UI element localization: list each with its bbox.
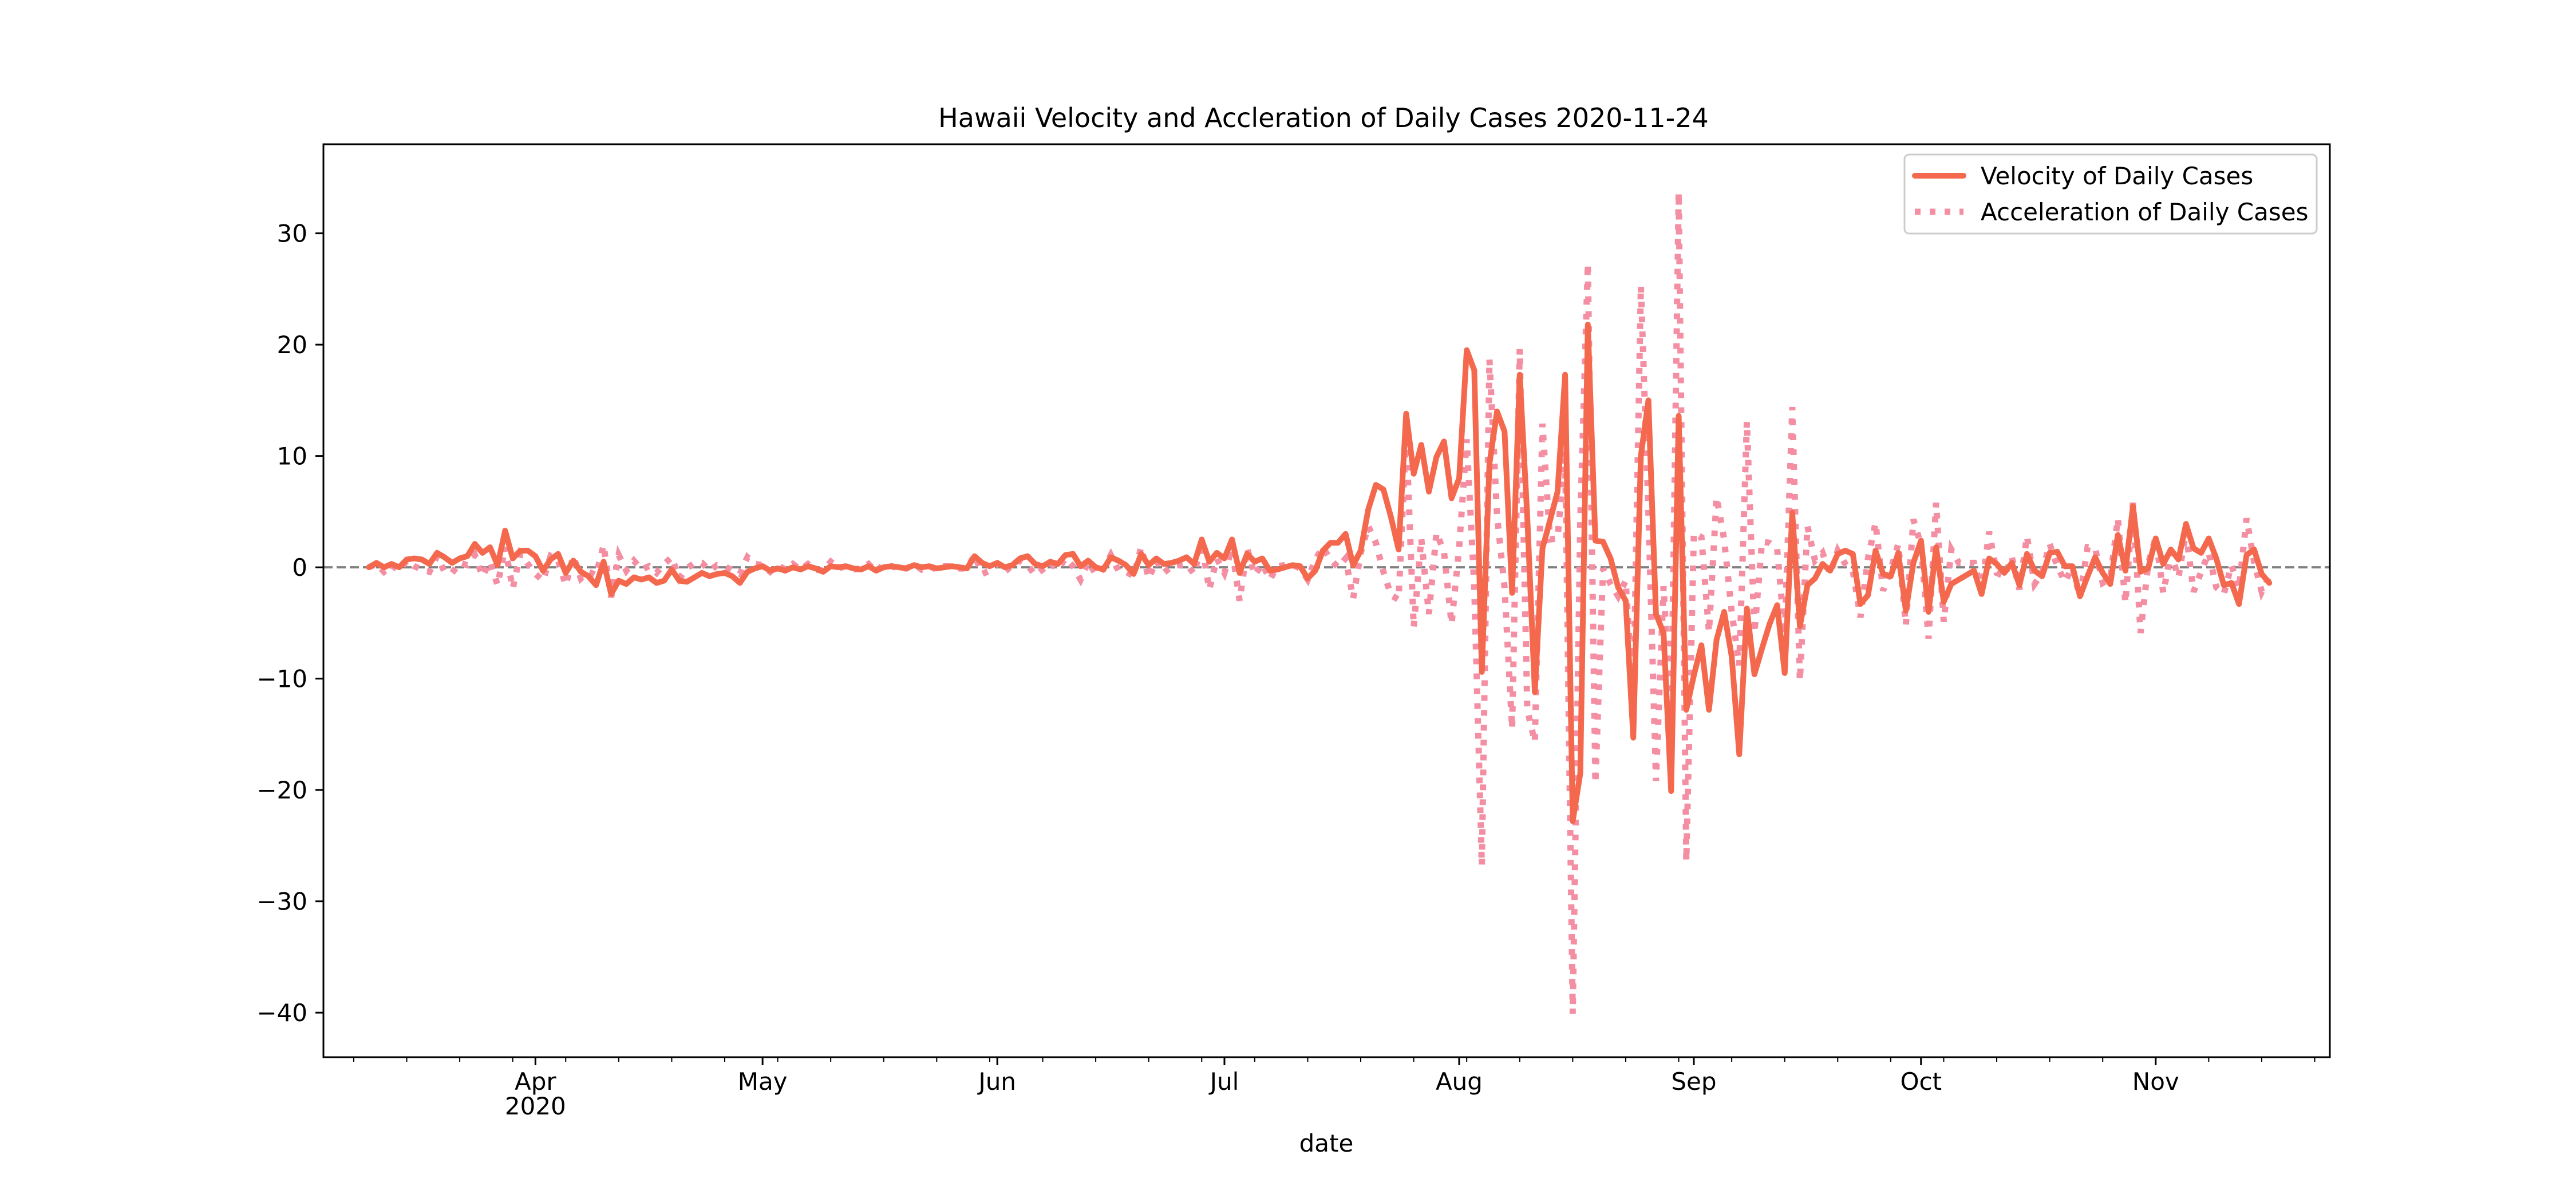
series-line-velocity — [366, 322, 2273, 824]
y-axis: −40 −30 −20 −10 0 10 20 30 — [256, 220, 323, 1027]
y-tick-label: 10 — [277, 442, 307, 470]
legend-box — [1903, 153, 2318, 235]
legend-label-velocity: Velocity of Daily Cases — [1981, 162, 2253, 190]
plot-area — [322, 143, 2331, 1058]
y-tick-label: −10 — [256, 665, 307, 693]
x-tick-label: May — [738, 1067, 788, 1096]
x-tick-label: Nov — [2132, 1067, 2179, 1096]
legend-label-acceleration: Acceleration of Daily Cases — [1981, 198, 2308, 226]
y-tick-label: 30 — [277, 220, 307, 248]
y-tick-label: −40 — [256, 999, 307, 1027]
x-axis-label: date — [1299, 1129, 1354, 1157]
x-tick-label: Jul — [1208, 1067, 1239, 1096]
x-tick-label: Oct — [1900, 1067, 1942, 1096]
y-tick-label: 20 — [277, 331, 307, 359]
x-tick-label: Sep — [1671, 1067, 1716, 1096]
x-tick-sublabel: 2020 — [505, 1092, 566, 1120]
y-tick-label: −20 — [256, 776, 307, 804]
legend: Velocity of Daily Cases Acceleration of … — [1903, 153, 2318, 235]
plot-frame — [322, 143, 2331, 1058]
chart-title: Hawaii Velocity and Accleration of Daily… — [938, 102, 1709, 133]
x-tick-label: Apr — [515, 1067, 556, 1096]
y-tick-label: −30 — [256, 888, 307, 916]
x-tick-label: Aug — [1436, 1067, 1483, 1096]
x-tick-label: Jun — [977, 1067, 1016, 1096]
y-tick-label: 0 — [292, 553, 307, 582]
